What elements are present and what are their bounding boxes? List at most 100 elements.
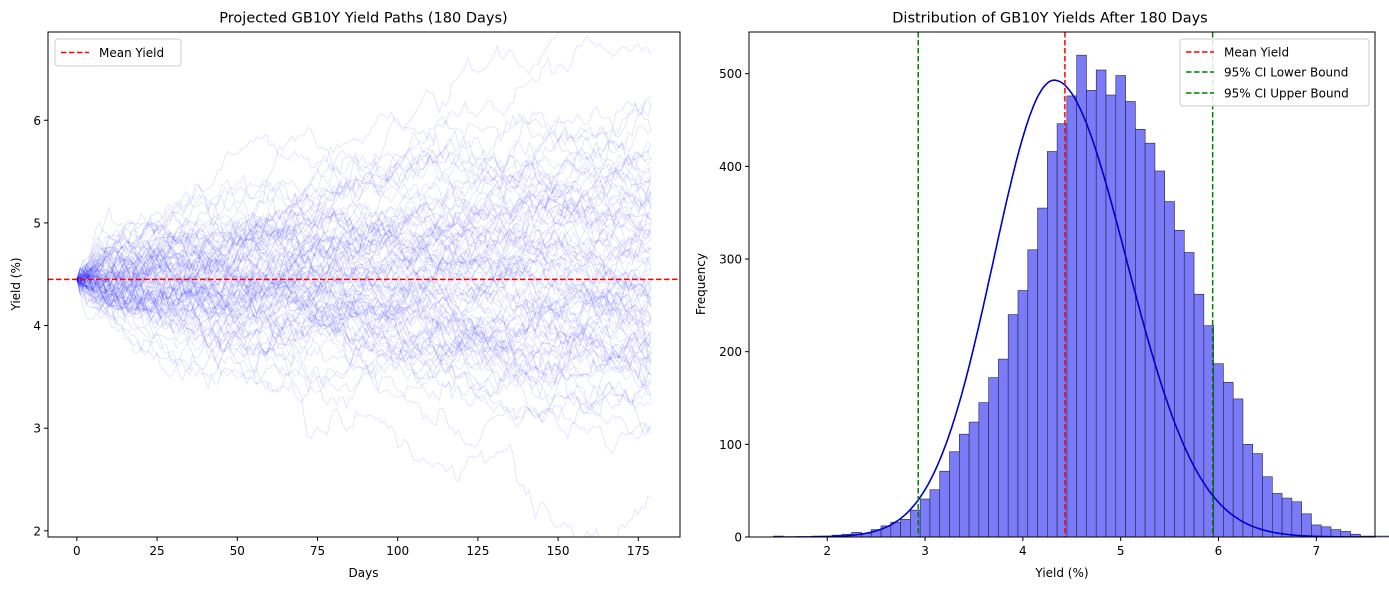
yield-path (76, 152, 652, 290)
yield-path (76, 143, 652, 316)
yield-path (76, 257, 652, 361)
yield-path (76, 240, 652, 309)
histogram-bar (1007, 314, 1019, 538)
yield-path (76, 279, 652, 365)
yield-path (76, 153, 652, 293)
histogram-bar (1320, 526, 1332, 538)
y-tick-label: 100 (719, 438, 742, 452)
yield-path (76, 222, 652, 401)
yield-path (76, 233, 652, 344)
yield-path (76, 182, 652, 282)
x-tick-label: 0 (73, 544, 81, 558)
histogram-bar (900, 519, 911, 538)
histogram-bar (1105, 94, 1117, 538)
histogram-bar (1125, 101, 1136, 538)
histogram-x-label: Yield (%) (1034, 566, 1088, 580)
histogram-bar (1086, 90, 1097, 538)
yield-path (76, 213, 652, 318)
yield-path (76, 102, 652, 287)
histogram-bar (1213, 363, 1224, 538)
yield-path (76, 180, 652, 321)
x-tick-label: 6 (1215, 544, 1223, 558)
paths-chart: Projected GB10Y Yield Paths (180 Days) 0… (9, 11, 681, 580)
yield-path (76, 266, 652, 357)
yield-path (76, 204, 652, 302)
yield-path (76, 134, 652, 284)
yield-path (76, 279, 652, 357)
yield-path (76, 269, 652, 414)
yield-paths (76, 32, 652, 537)
paths-legend: Mean Yield (54, 38, 182, 67)
yield-path (76, 230, 652, 326)
x-tick-label: 100 (386, 544, 409, 558)
x-tick-label: 75 (310, 544, 325, 558)
yield-path (76, 269, 652, 372)
histogram-bar (1183, 252, 1195, 538)
histogram-bar (958, 433, 970, 538)
yield-path (76, 251, 652, 348)
yield-path (76, 254, 652, 379)
yield-path (76, 273, 652, 378)
paths-chart-title: Projected GB10Y Yield Paths (180 Days) (219, 11, 507, 27)
y-tick-label: 400 (719, 160, 742, 174)
yield-path (76, 238, 652, 322)
y-tick-label: 5 (33, 216, 41, 230)
yield-path (76, 254, 652, 399)
histogram-bar (1115, 75, 1126, 538)
yield-path (76, 186, 652, 312)
histogram-bar (1311, 524, 1322, 538)
histogram-bar (1076, 54, 1087, 538)
histogram-bar (1301, 513, 1312, 538)
histogram-bar (988, 377, 999, 538)
yield-path (76, 237, 652, 343)
yield-path (76, 182, 652, 308)
histogram-bar (1037, 207, 1048, 538)
paths-y-axis: 2 3 4 5 6 (33, 114, 48, 538)
yield-path (76, 237, 652, 379)
histogram-legend-box (1179, 38, 1370, 107)
yield-path (76, 234, 652, 325)
yield-path (76, 238, 652, 435)
histogram-chart: Distribution of GB10Y Yields After 180 D… (694, 11, 1389, 580)
y-tick-label: 200 (719, 345, 742, 359)
yield-path (76, 172, 652, 394)
yield-path (76, 166, 652, 308)
yield-path (76, 216, 652, 315)
yield-path (76, 32, 565, 284)
yield-path (76, 95, 652, 296)
histogram-bar (949, 451, 960, 538)
y-tick-label: 300 (719, 253, 742, 267)
legend-lower-label: 95% CI Lower Bound (1224, 66, 1348, 80)
x-tick-label: 50 (230, 544, 245, 558)
paths-chart-frame (47, 31, 681, 538)
histogram-chart-title: Distribution of GB10Y Yields After 180 D… (892, 11, 1207, 27)
histogram-legend: Mean Yield 95% CI Lower Bound 95% CI Upp… (1179, 38, 1370, 107)
yield-path (76, 103, 652, 280)
histogram-bar (1154, 170, 1166, 538)
x-tick-label: 4 (1019, 544, 1027, 558)
yield-path (76, 163, 652, 301)
histogram-bar (939, 470, 950, 538)
yield-path (76, 256, 652, 379)
yield-path (76, 204, 652, 287)
yield-path (76, 259, 652, 455)
yield-path (76, 271, 652, 405)
x-tick-label: 5 (1117, 544, 1125, 558)
y-tick-label: 4 (33, 319, 41, 333)
yield-path (76, 35, 652, 304)
yield-path (76, 185, 652, 296)
histogram-bar (929, 489, 941, 538)
x-tick-label: 7 (1312, 544, 1320, 558)
histogram-bar (1252, 453, 1263, 538)
yield-path (76, 180, 652, 285)
yield-path (76, 175, 652, 284)
yield-path (76, 255, 652, 357)
yield-path (76, 154, 652, 288)
yield-path (76, 110, 652, 282)
histogram-bar (1193, 293, 1205, 538)
yield-path (76, 204, 652, 310)
histogram-bar (1017, 290, 1029, 538)
yield-path (76, 275, 652, 392)
paths-x-label: Days (349, 566, 379, 580)
